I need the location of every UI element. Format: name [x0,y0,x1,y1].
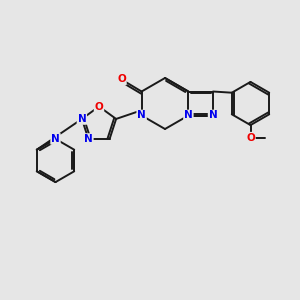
Text: O: O [94,101,103,112]
Text: N: N [77,114,86,124]
Text: N: N [51,134,60,144]
Text: O: O [246,133,255,143]
Text: N: N [84,134,93,144]
Text: N: N [137,110,146,121]
Text: N: N [184,110,193,121]
Text: N: N [208,110,217,121]
Text: O: O [117,74,126,85]
